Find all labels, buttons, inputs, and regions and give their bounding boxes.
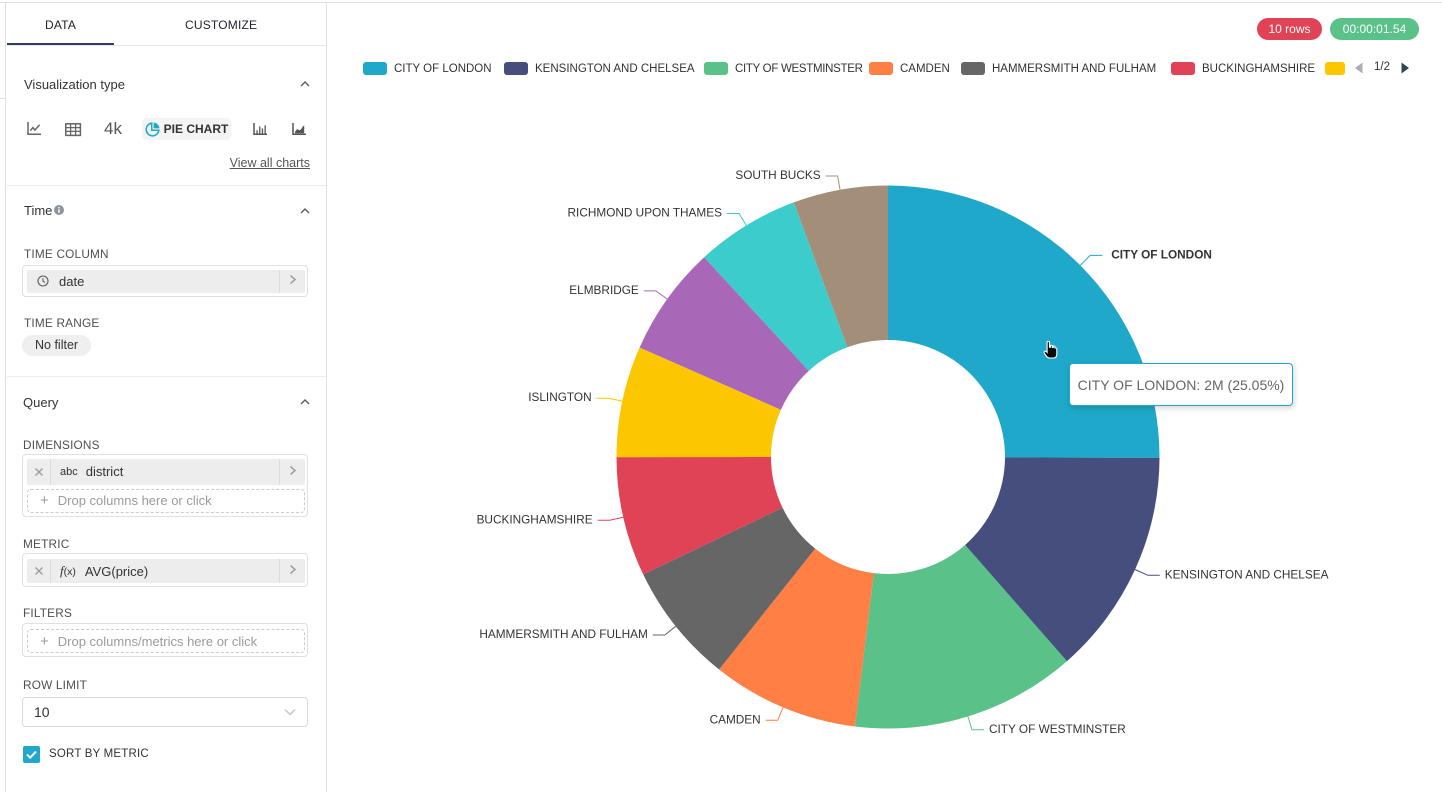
svg-text:CITY OF WESTMINSTER: CITY OF WESTMINSTER <box>989 722 1126 736</box>
svg-text:BUCKINGHAMSHIRE: BUCKINGHAMSHIRE <box>477 512 593 526</box>
svg-text:SOUTH BUCKS: SOUTH BUCKS <box>735 168 820 182</box>
svg-text:CITY OF LONDON: CITY OF LONDON <box>1111 247 1212 261</box>
svg-text:ELMBRIDGE: ELMBRIDGE <box>569 283 639 297</box>
svg-text:HAMMERSMITH AND FULHAM: HAMMERSMITH AND FULHAM <box>479 627 647 641</box>
svg-text:KENSINGTON AND CHELSEA: KENSINGTON AND CHELSEA <box>1165 567 1329 581</box>
svg-text:ISLINGTON: ISLINGTON <box>528 390 591 404</box>
svg-text:CAMDEN: CAMDEN <box>710 712 761 726</box>
svg-text:RICHMOND UPON THAMES: RICHMOND UPON THAMES <box>568 206 723 220</box>
